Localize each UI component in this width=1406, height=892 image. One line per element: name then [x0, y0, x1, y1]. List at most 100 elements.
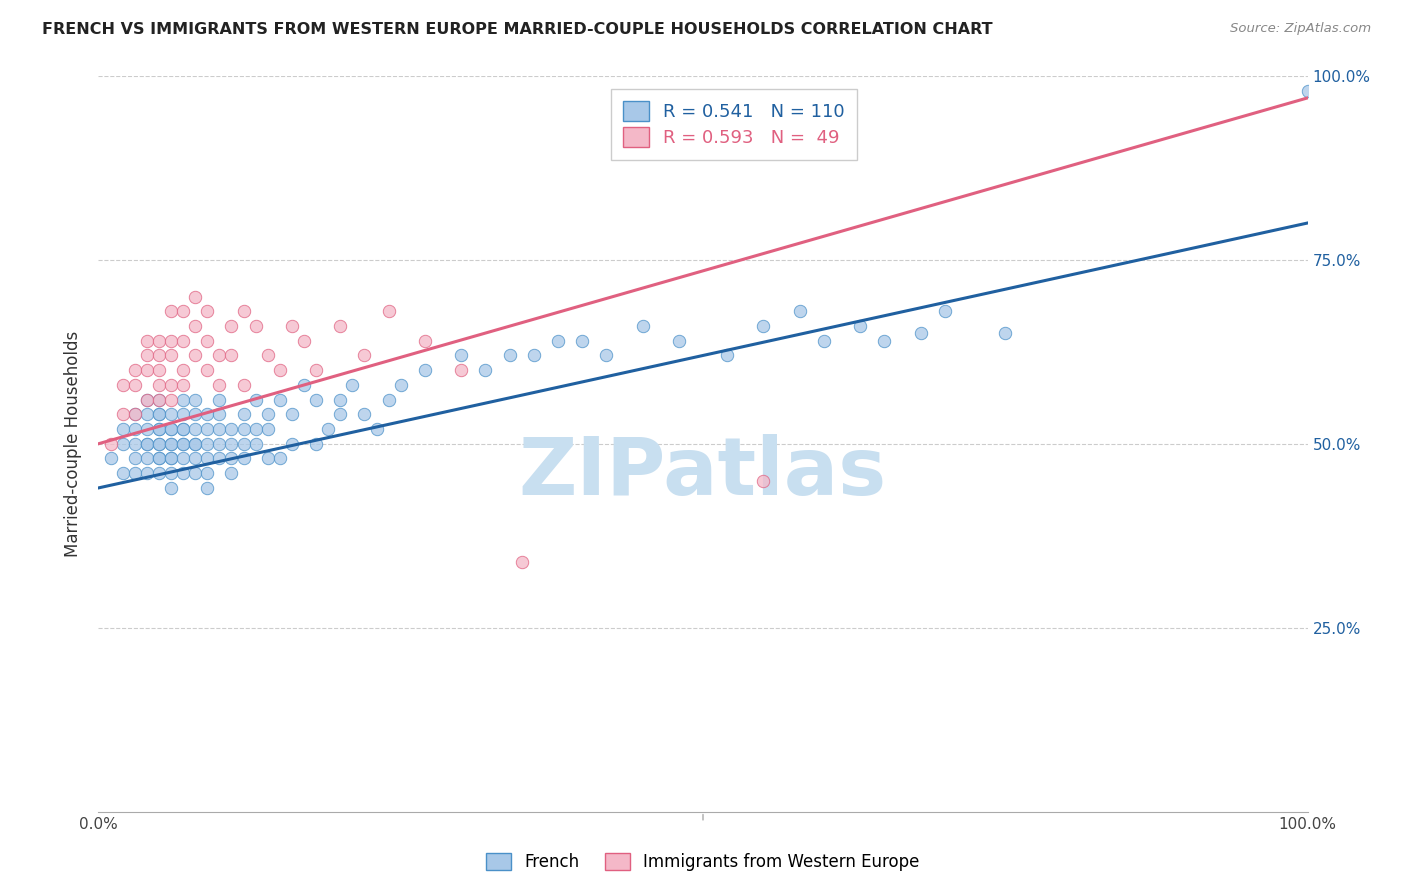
Point	[160, 407, 183, 422]
Point	[135, 451, 157, 466]
Point	[595, 348, 617, 362]
Point	[160, 436, 183, 450]
Point	[148, 407, 170, 422]
Point	[148, 422, 170, 436]
Point	[148, 451, 170, 466]
Point	[111, 422, 134, 436]
Point	[281, 436, 304, 450]
Point	[366, 422, 388, 436]
Point	[111, 466, 134, 480]
Point	[124, 378, 146, 392]
Point	[934, 304, 956, 318]
Text: ZIPatlas: ZIPatlas	[519, 434, 887, 512]
Point	[148, 436, 170, 450]
Point	[329, 318, 352, 333]
Point	[124, 422, 146, 436]
Point	[910, 326, 932, 341]
Point	[208, 436, 231, 450]
Point	[195, 363, 218, 377]
Point	[111, 378, 134, 392]
Point	[135, 466, 157, 480]
Point	[269, 363, 291, 377]
Point	[148, 451, 170, 466]
Point	[208, 451, 231, 466]
Point	[329, 407, 352, 422]
Point	[160, 451, 183, 466]
Point	[124, 451, 146, 466]
Point	[135, 436, 157, 450]
Point	[135, 436, 157, 450]
Point	[172, 363, 194, 377]
Point	[269, 392, 291, 407]
Point	[172, 392, 194, 407]
Point	[353, 348, 375, 362]
Point	[135, 334, 157, 348]
Point	[172, 436, 194, 450]
Point	[184, 289, 207, 303]
Point	[281, 407, 304, 422]
Point	[256, 407, 278, 422]
Point	[160, 422, 183, 436]
Point	[160, 304, 183, 318]
Point	[195, 451, 218, 466]
Point	[256, 451, 278, 466]
Point	[547, 334, 569, 348]
Point	[160, 422, 183, 436]
Point	[329, 392, 352, 407]
Point	[269, 451, 291, 466]
Point	[221, 422, 243, 436]
Point	[208, 392, 231, 407]
Point	[148, 378, 170, 392]
Point	[789, 304, 811, 318]
Point	[160, 348, 183, 362]
Point	[135, 407, 157, 422]
Point	[195, 481, 218, 495]
Point	[221, 318, 243, 333]
Point	[450, 363, 472, 377]
Point	[342, 378, 364, 392]
Point	[111, 436, 134, 450]
Point	[148, 334, 170, 348]
Point	[245, 392, 267, 407]
Point	[245, 436, 267, 450]
Point	[474, 363, 496, 377]
Point	[305, 436, 328, 450]
Point	[232, 378, 254, 392]
Point	[148, 407, 170, 422]
Point	[172, 451, 194, 466]
Point	[994, 326, 1017, 341]
Point	[510, 554, 533, 569]
Point	[160, 436, 183, 450]
Point	[292, 334, 315, 348]
Point	[172, 466, 194, 480]
Point	[148, 436, 170, 450]
Point	[292, 378, 315, 392]
Point	[184, 318, 207, 333]
Point	[232, 436, 254, 450]
Point	[148, 466, 170, 480]
Point	[124, 363, 146, 377]
Point	[135, 392, 157, 407]
Point	[148, 422, 170, 436]
Point	[256, 348, 278, 362]
Point	[100, 436, 122, 450]
Point	[135, 363, 157, 377]
Point	[135, 422, 157, 436]
Point	[160, 378, 183, 392]
Point	[813, 334, 835, 348]
Point	[413, 363, 436, 377]
Point	[195, 334, 218, 348]
Legend: French, Immigrants from Western Europe: French, Immigrants from Western Europe	[478, 845, 928, 880]
Point	[160, 481, 183, 495]
Point	[232, 304, 254, 318]
Point	[281, 318, 304, 333]
Point	[148, 363, 170, 377]
Point	[413, 334, 436, 348]
Point	[172, 407, 194, 422]
Text: Source: ZipAtlas.com: Source: ZipAtlas.com	[1230, 22, 1371, 36]
Point	[184, 392, 207, 407]
Point	[631, 318, 654, 333]
Point	[160, 466, 183, 480]
Point	[184, 407, 207, 422]
Point	[195, 436, 218, 450]
